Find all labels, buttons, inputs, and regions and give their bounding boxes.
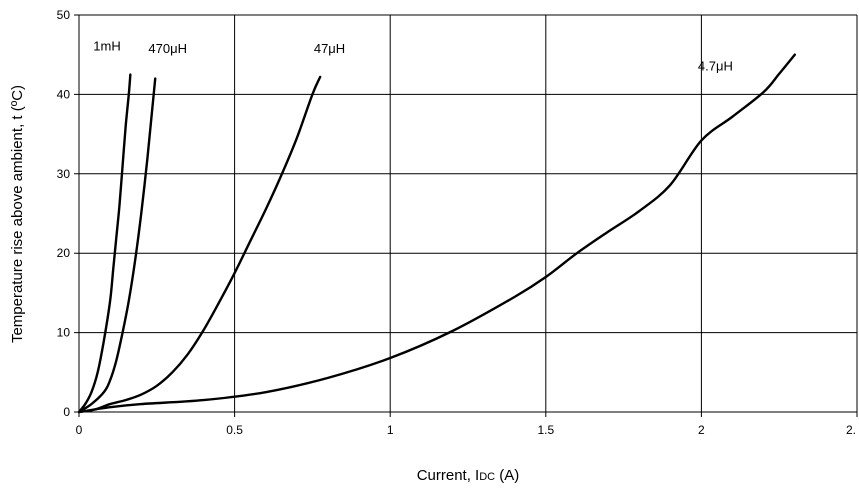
x-tick-label: 2 (698, 423, 705, 437)
y-axis-label: Temperature rise above ambient, t (ºC) (9, 85, 26, 343)
tick-labels: 0 0.5 1 1.5 2 2. 0 10 20 30 40 50 (57, 8, 856, 437)
series-labels: 1mH 470μH 47μH 4.7μH (93, 39, 733, 74)
series-lines (77, 53, 796, 414)
series-line-1mh (77, 73, 132, 414)
x-tick-label: 2. (846, 423, 856, 437)
grid-lines (74, 14, 858, 417)
x-axis-label: Current, IDC (A) (417, 467, 520, 484)
y-tick-label: 20 (57, 246, 71, 260)
series-label-1mh: 1mH (93, 39, 120, 54)
series-line-470uh (77, 77, 157, 414)
series-label-47uh: 47μH (314, 41, 345, 56)
y-tick-label: 10 (57, 326, 71, 340)
y-tick-label: 40 (57, 87, 71, 101)
series-label-470uh: 470μH (148, 41, 187, 56)
x-tick-label: 1.5 (537, 423, 554, 437)
y-tick-label: 0 (63, 405, 70, 419)
y-tick-label: 30 (57, 167, 71, 181)
series-label-4-7uh: 4.7μH (698, 59, 733, 74)
series-line-47uh (77, 75, 322, 414)
x-tick-label: 1 (387, 423, 394, 437)
series-line-4-7uh (77, 53, 796, 414)
x-tick-label: 0 (76, 423, 83, 437)
x-tick-label: 0.5 (226, 423, 243, 437)
y-tick-label: 50 (57, 8, 71, 22)
